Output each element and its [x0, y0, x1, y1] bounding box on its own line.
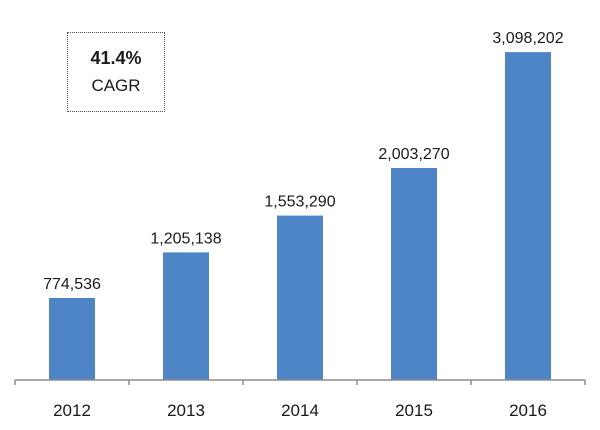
value-label-2015: 2,003,270	[378, 146, 449, 163]
value-labels-layer: 774,536 1,205,138 1,553,290 2,003,270 3,098,…	[43, 30, 564, 293]
x-tick-label-2015: 2015	[395, 401, 433, 420]
bar-2012	[49, 298, 95, 380]
cagr-value: 41.4%	[90, 48, 142, 68]
value-label-2016: 3,098,202	[492, 30, 563, 47]
bar-2016	[505, 52, 551, 380]
bar-2013	[163, 252, 209, 380]
value-label-2012: 774,536	[43, 276, 101, 293]
bar-2014	[277, 215, 323, 380]
value-label-2014: 1,553,290	[264, 194, 335, 211]
x-tick-label-2012: 2012	[53, 401, 91, 420]
x-tick-label-2014: 2014	[281, 401, 319, 420]
x-tick-label-2016: 2016	[509, 401, 547, 420]
bars-layer	[49, 52, 551, 380]
bar-2015	[391, 168, 437, 380]
value-label-2013: 1,205,138	[150, 230, 221, 247]
x-tick-label-2013: 2013	[167, 401, 205, 420]
x-axis-ticks-layer: 2012 2013 2014 2015 2016	[14, 380, 586, 420]
cagr-callout: 41.4% CAGR	[67, 32, 165, 112]
cagr-label: CAGR	[91, 76, 141, 95]
